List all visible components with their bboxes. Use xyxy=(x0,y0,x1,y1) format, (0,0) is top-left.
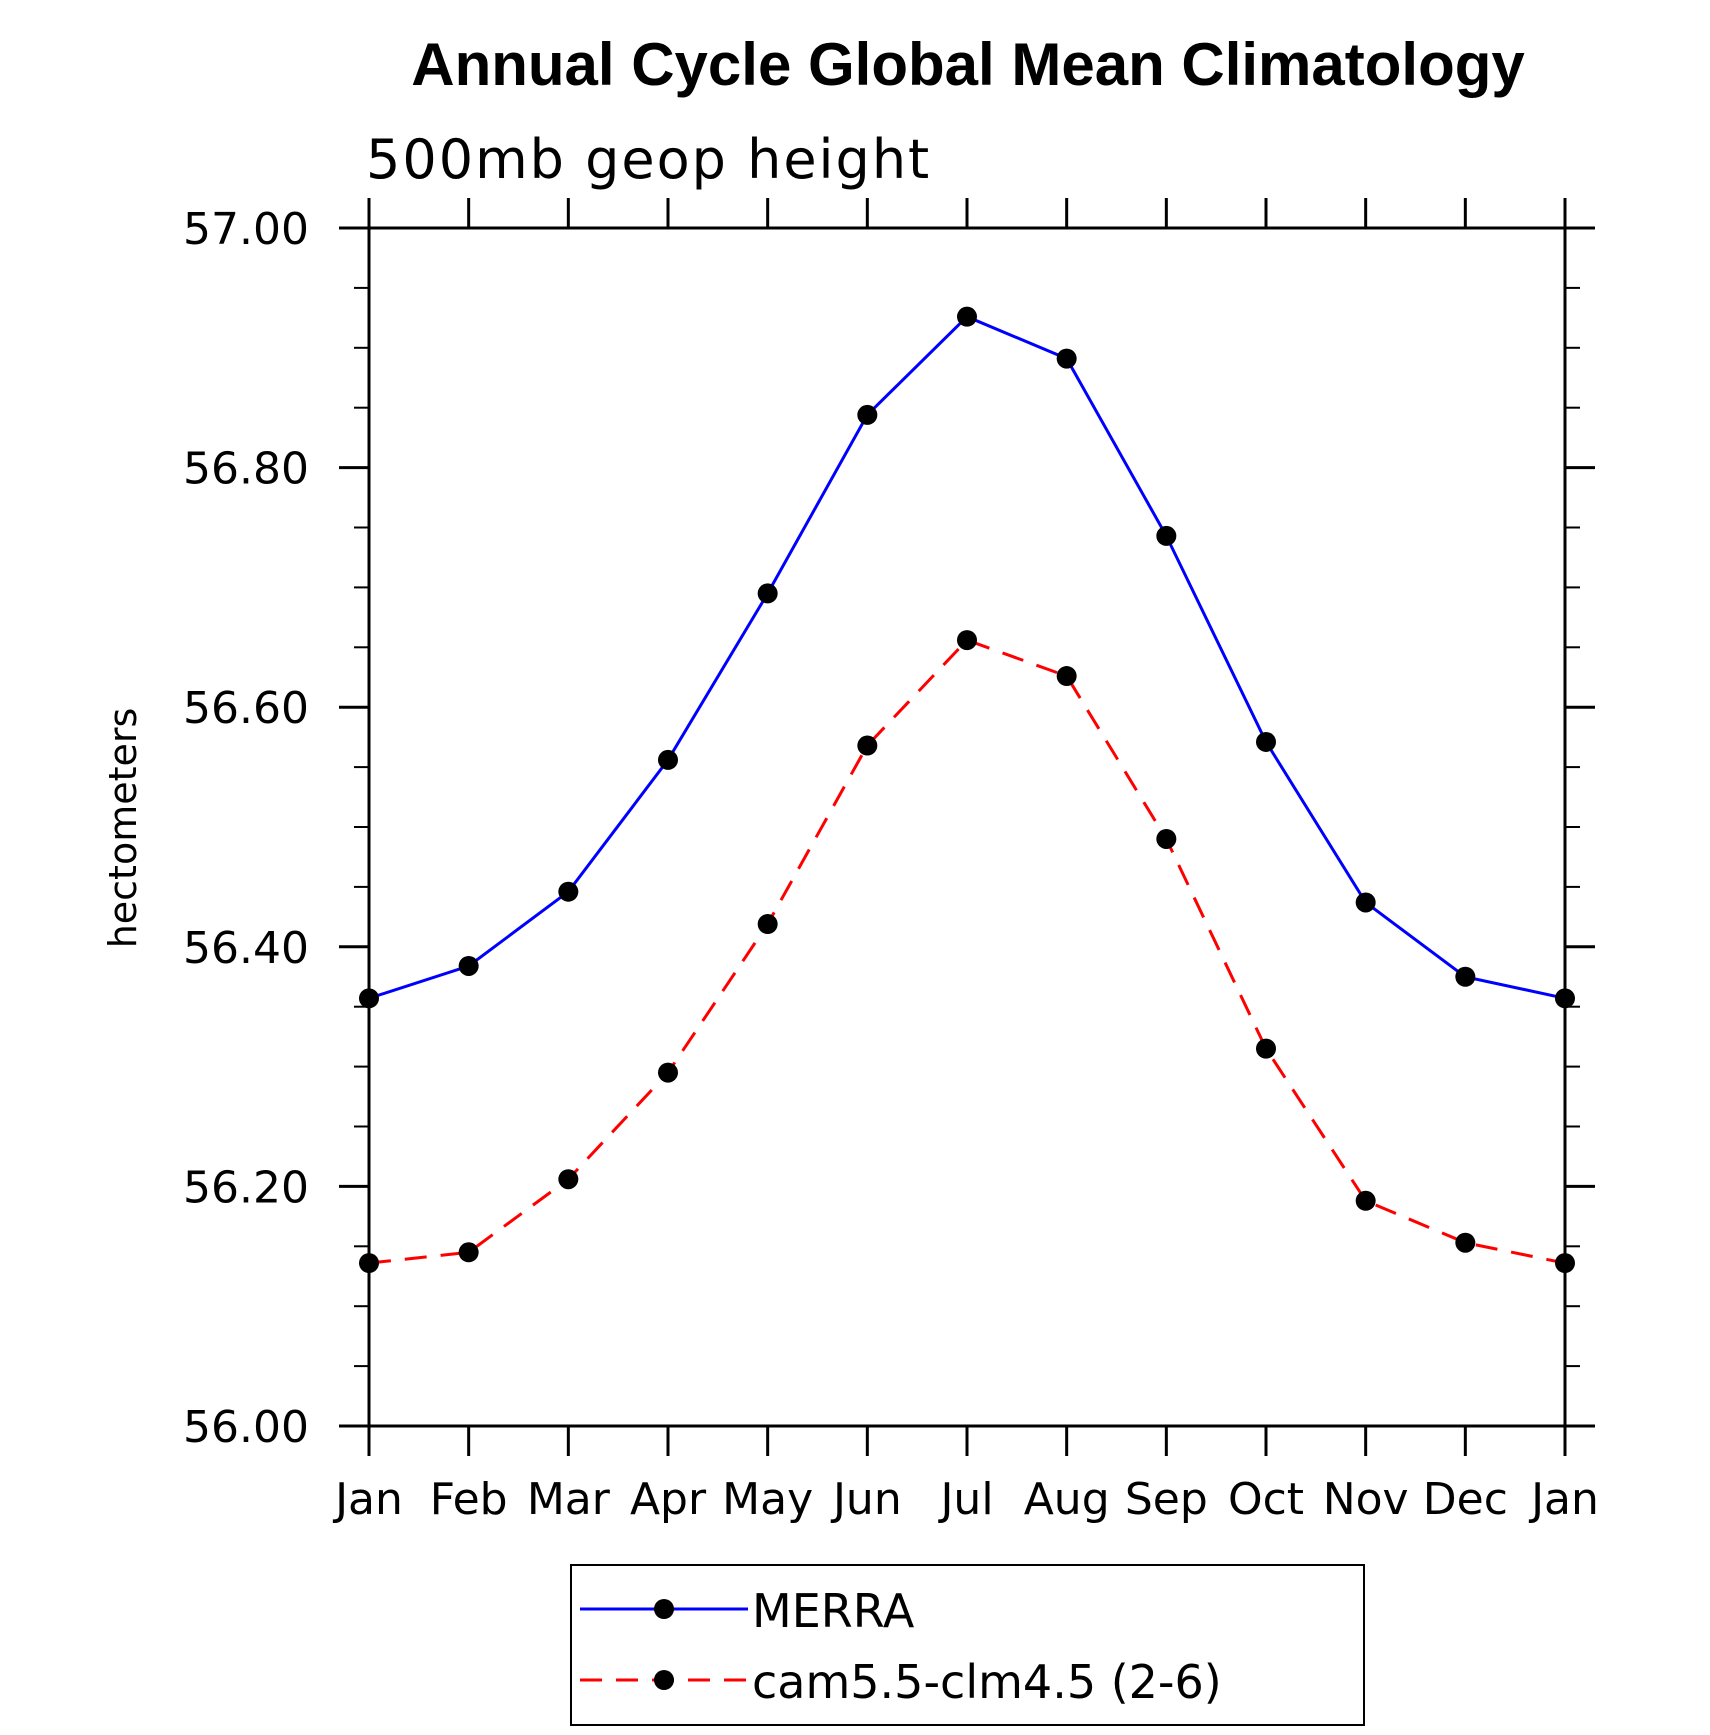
y-tick-label: 56.80 xyxy=(183,444,309,495)
x-tick-label: Mar xyxy=(527,1474,611,1525)
data-point-series-1 xyxy=(558,1169,579,1190)
data-point-series-1 xyxy=(757,914,778,935)
x-tick-label: Jan xyxy=(1528,1474,1599,1525)
x-tick-label: Dec xyxy=(1423,1474,1508,1525)
legend-label-merra: MERRA xyxy=(752,1584,915,1638)
legend-box xyxy=(570,1564,1365,1726)
data-point-series-0 xyxy=(359,988,379,1009)
x-tick-label: Nov xyxy=(1323,1474,1409,1525)
x-tick-label: Feb xyxy=(430,1474,508,1525)
axes: Jan Feb Mar Apr May Jun Jul Aug Sep Oct Nov Dec Jan 5… xyxy=(183,198,1599,1525)
legend-marker-cam xyxy=(654,1670,674,1690)
data-point-series-0 xyxy=(1555,988,1575,1009)
legend: MERRA cam5.5-clm4.5 (2-6) xyxy=(570,1564,1365,1726)
data-point-series-1 xyxy=(1455,1232,1476,1253)
data-point-series-0 xyxy=(1256,731,1276,752)
data-point-series-0 xyxy=(1156,525,1177,546)
data-point-series-0 xyxy=(957,306,977,327)
data-point-series-0 xyxy=(558,881,579,902)
x-tick-label: Jun xyxy=(830,1474,902,1525)
data-point-series-1 xyxy=(658,1062,678,1083)
y-tick-label: 56.20 xyxy=(183,1162,309,1213)
chart-subtitle: 500mb geop height xyxy=(366,128,931,191)
data-point-series-0 xyxy=(1455,966,1476,987)
x-tick-label: May xyxy=(722,1474,813,1525)
data-point-series-0 xyxy=(1355,892,1376,913)
data-point-series-1 xyxy=(458,1242,479,1263)
chart-title: Annual Cycle Global Mean Climatology xyxy=(411,31,1525,98)
y-tick-label: 56.60 xyxy=(183,683,309,734)
data-point-series-0 xyxy=(658,749,678,770)
data-point-series-1 xyxy=(359,1253,379,1274)
x-tick-label: Aug xyxy=(1024,1474,1110,1525)
data-point-series-1 xyxy=(1256,1038,1276,1059)
data-point-series-1 xyxy=(1056,666,1077,687)
legend-label-cam: cam5.5-clm4.5 (2-6) xyxy=(752,1655,1222,1709)
y-tick-label: 56.40 xyxy=(183,923,309,974)
data-point-series-0 xyxy=(857,404,878,425)
data-point-series-1 xyxy=(857,735,878,756)
data-point-series-1 xyxy=(1156,828,1177,849)
x-tick-label: Apr xyxy=(630,1474,707,1525)
y-tick-label: 57.00 xyxy=(183,204,309,255)
x-tick-label: Jan xyxy=(332,1474,403,1525)
y-tick-label: 56.00 xyxy=(183,1402,309,1453)
data-point-series-0 xyxy=(1056,348,1077,369)
x-tick-label: Sep xyxy=(1125,1474,1208,1525)
y-axis-label: hectometers xyxy=(101,708,145,949)
x-tick-label: Oct xyxy=(1228,1474,1304,1525)
data-point-series-1 xyxy=(957,630,977,651)
data-point-series-1 xyxy=(1555,1253,1575,1274)
series-line-0 xyxy=(368,314,1566,1000)
series-line-1 xyxy=(368,638,1566,1265)
legend-marker-merra xyxy=(654,1599,674,1619)
x-tick-label: Jul xyxy=(937,1474,993,1525)
plot-frame xyxy=(367,226,1567,1428)
data-point-series-0 xyxy=(757,583,778,604)
data-point-series-0 xyxy=(458,955,479,976)
data-point-series-1 xyxy=(1355,1190,1376,1211)
series-layer xyxy=(359,306,1575,1274)
